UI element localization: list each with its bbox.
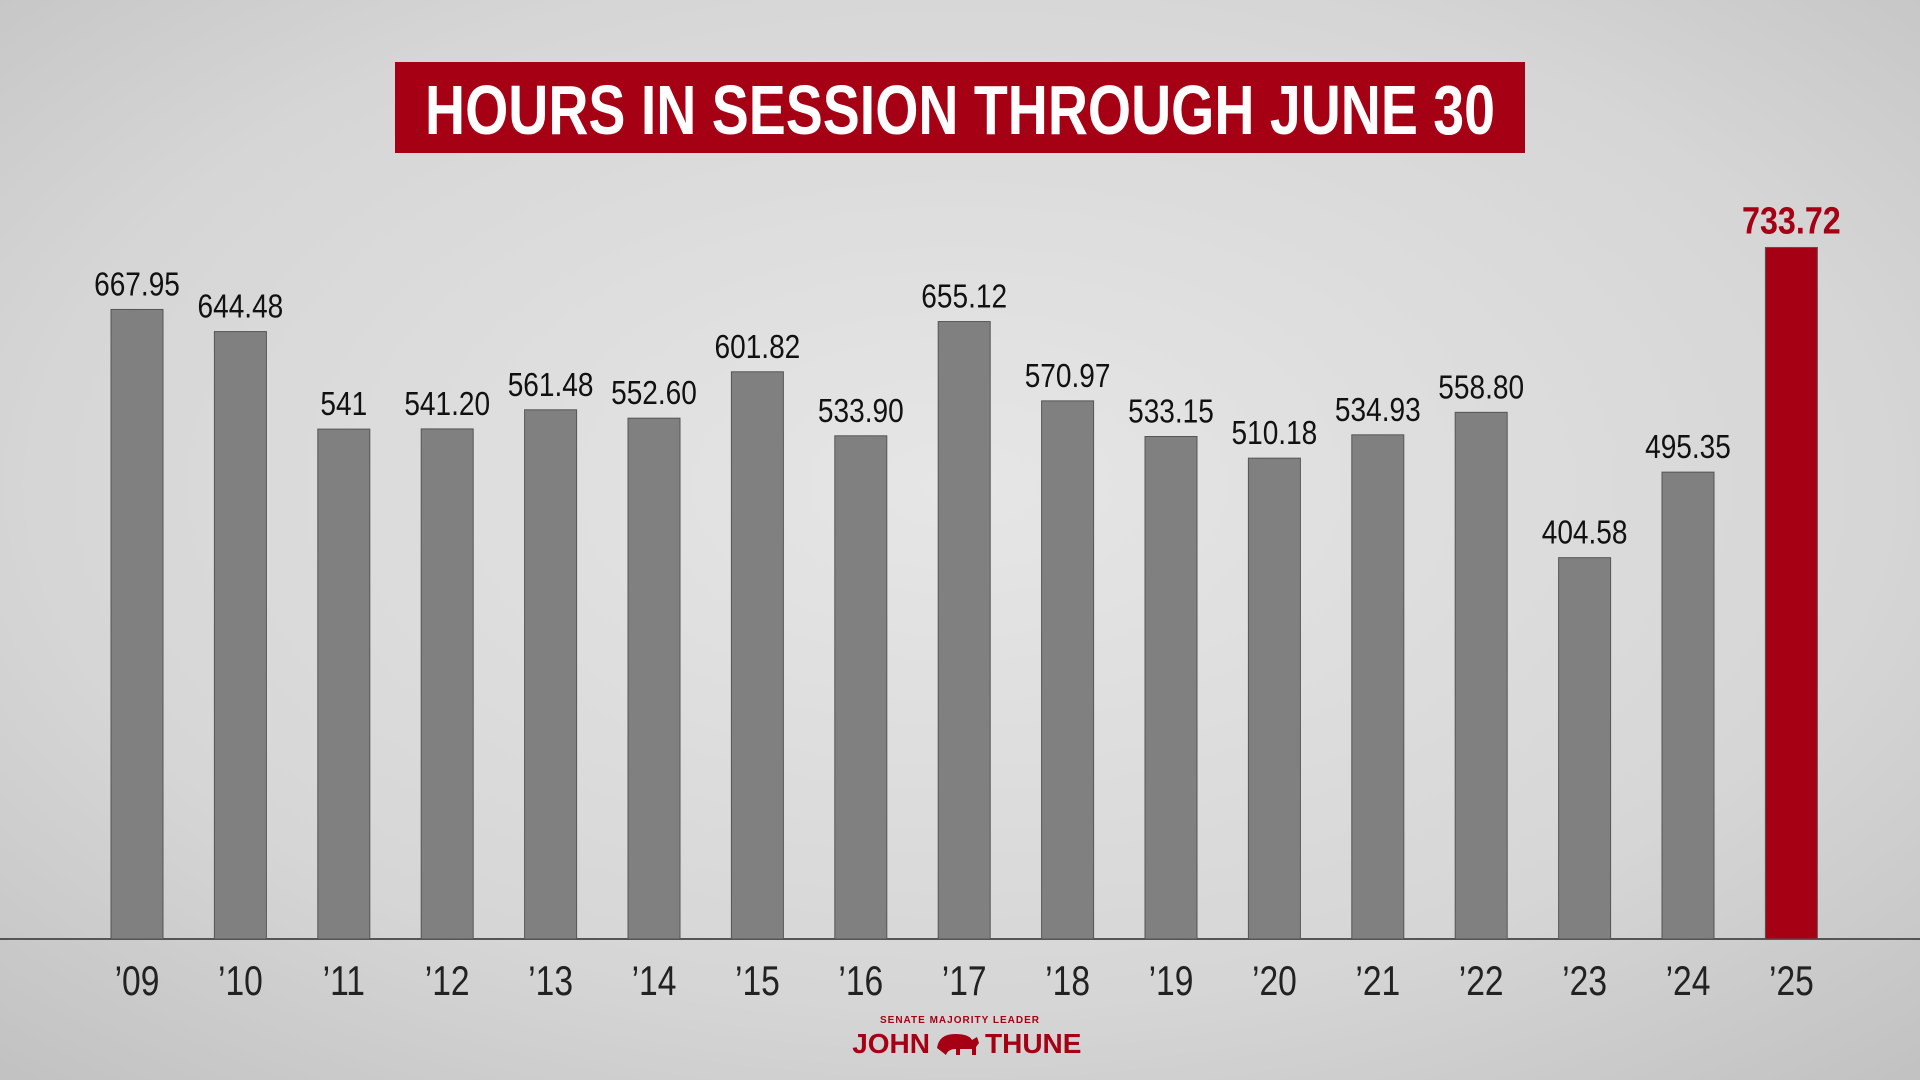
- value-label: 570.97: [1025, 358, 1111, 395]
- value-label: 510.18: [1232, 415, 1318, 452]
- footer-kicker: SENATE MAJORITY LEADER: [880, 1015, 1040, 1026]
- bar: [1661, 471, 1715, 940]
- footer-name: THUNE: [985, 1028, 1081, 1059]
- value-label: 667.95: [94, 266, 180, 303]
- bar: [1144, 436, 1198, 940]
- value-label: 541.20: [404, 386, 490, 423]
- x-tick-label: ’11: [323, 959, 365, 1005]
- bar: [420, 428, 474, 940]
- bar: [110, 308, 164, 940]
- bar: [1247, 457, 1301, 940]
- bar: [937, 321, 991, 940]
- x-tick-label: ’13: [528, 959, 573, 1005]
- value-label: 558.80: [1438, 369, 1524, 406]
- x-tick-label: ’22: [1459, 959, 1504, 1005]
- bar: [1041, 400, 1095, 940]
- x-tick-label: ’25: [1769, 959, 1814, 1005]
- value-label: 404.58: [1542, 515, 1628, 552]
- x-tick-label: ’23: [1562, 959, 1607, 1005]
- x-tick-label: ’09: [115, 959, 160, 1005]
- bar: [213, 331, 267, 940]
- x-tick-label: ’17: [942, 959, 987, 1005]
- bar: [627, 417, 681, 940]
- x-tick-label: ’18: [1045, 959, 1090, 1005]
- x-tick-label: ’15: [735, 959, 780, 1005]
- x-tick-label: ’21: [1355, 959, 1400, 1005]
- x-tick-label: ’24: [1666, 959, 1711, 1005]
- bar: [524, 409, 578, 940]
- value-label: 534.93: [1335, 392, 1421, 429]
- value-label: 644.48: [198, 288, 284, 325]
- footer-name: JOHN: [852, 1028, 930, 1059]
- logo-icon: [937, 1034, 979, 1055]
- bar: [1454, 411, 1508, 940]
- bar: [1558, 557, 1612, 940]
- value-label: 533.15: [1128, 393, 1214, 430]
- bar: [730, 371, 784, 940]
- chart-title: HOURS IN SESSION THROUGH JUNE 30: [425, 71, 1495, 149]
- x-tick-label: ’19: [1149, 959, 1194, 1005]
- value-label: 495.35: [1645, 429, 1731, 466]
- bar: [317, 428, 371, 940]
- value-label: 601.82: [715, 329, 801, 366]
- bar: [1764, 246, 1818, 940]
- bar: [1351, 434, 1405, 940]
- value-label: 541: [320, 386, 367, 423]
- value-label: 561.48: [508, 367, 594, 404]
- value-label: 733.72: [1742, 200, 1841, 242]
- title-box: [395, 62, 1525, 153]
- value-label: 552.60: [611, 375, 697, 412]
- x-tick-label: ’10: [218, 959, 263, 1005]
- x-tick-label: ’12: [425, 959, 470, 1005]
- x-tick-label: ’14: [632, 959, 677, 1005]
- x-tick-label: ’16: [838, 959, 883, 1005]
- value-label: 533.90: [818, 393, 904, 430]
- x-tick-label: ’20: [1252, 959, 1297, 1005]
- bar: [834, 435, 888, 940]
- value-label: 655.12: [921, 278, 1007, 315]
